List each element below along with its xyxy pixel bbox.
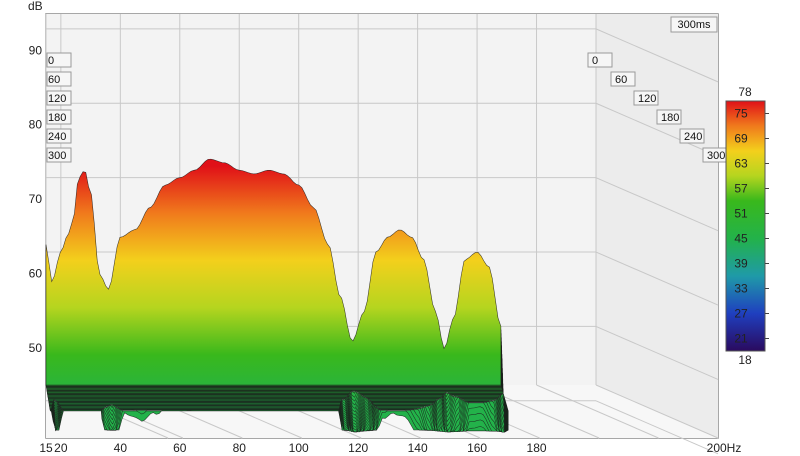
x-tick-label: 15 <box>39 441 53 455</box>
waterfall-slice <box>45 158 502 386</box>
time-tick-left-label: 60 <box>48 74 60 86</box>
x-tick-label: 100 <box>289 441 309 455</box>
colorbar-ramp <box>725 100 766 352</box>
colorbar-ticks: 75 69 63 57 51 45 39 33 27 21 <box>734 107 769 346</box>
time-tick-right: 240 <box>679 128 705 144</box>
time-tick-left: 300 <box>46 147 72 163</box>
time-tick-right: 120 <box>633 90 659 106</box>
x-tick-label: 20 <box>54 441 68 455</box>
colorbar-tick-label: 69 <box>734 132 748 146</box>
colorbar-tick-label: 51 <box>734 207 748 221</box>
y-axis-ticks: 5060708090100 <box>29 43 43 355</box>
colorbar-tick-label: 63 <box>734 157 748 171</box>
time-tick-left-label: 240 <box>48 131 66 143</box>
y-unit-label: dB <box>28 0 43 13</box>
time-tick-right-label: 300 <box>707 150 725 162</box>
x-tick-label: 60 <box>173 441 187 455</box>
time-tick-right: 60 <box>610 71 636 87</box>
time-tick-right-label: 180 <box>661 112 679 124</box>
time-axis-right: 0 60 120 180 240 300 <box>587 52 728 163</box>
time-tick-left-label: 0 <box>48 55 54 67</box>
x-axis-ticks: 15 20 40 60 80 100 120 140 160 180 200Hz <box>39 441 741 455</box>
time-tick-right-label: 0 <box>592 55 598 67</box>
colorbar-tick-label: 27 <box>734 307 748 321</box>
x-tick-label: 140 <box>408 441 428 455</box>
colorbar-min-label: 18 <box>738 353 752 367</box>
colorbar-tick-label: 33 <box>734 282 748 296</box>
time-tick-right: 180 <box>656 109 682 125</box>
colorbar-tick-label: 39 <box>734 257 748 271</box>
x-tick-label: 160 <box>467 441 487 455</box>
time-tick-left: 180 <box>46 109 72 125</box>
time-tick-left-label: 300 <box>48 150 66 162</box>
x-tick-label: 80 <box>233 441 247 455</box>
x-tick-label: 40 <box>114 441 128 455</box>
colorbar-tick-label: 57 <box>734 182 748 196</box>
y-tick-label: 50 <box>29 341 43 355</box>
time-tick-right-label: 60 <box>615 74 627 86</box>
time-tick-right-label: 240 <box>684 131 702 143</box>
colorbar-tick-label: 45 <box>734 232 748 246</box>
time-tick-right: 0 <box>587 52 613 68</box>
colorbar-tick-label: 21 <box>734 332 748 346</box>
time-tick-left-label: 120 <box>48 93 66 105</box>
time-range-text: 300ms <box>677 19 711 31</box>
y-tick-label: 90 <box>29 43 43 57</box>
colorbar: 78 18 75 69 63 57 51 45 39 33 27 21 <box>725 85 769 367</box>
time-tick-right: 300 <box>702 147 728 163</box>
time-tick-left: 240 <box>46 128 72 144</box>
x-tick-label: 120 <box>348 441 368 455</box>
time-tick-right-label: 120 <box>638 93 656 105</box>
x-tick-label: 200Hz <box>707 441 742 455</box>
time-tick-left: 120 <box>46 90 72 106</box>
time-range-label: 300ms <box>670 16 718 33</box>
right-wall <box>596 14 718 438</box>
time-tick-left-label: 180 <box>48 112 66 124</box>
x-tick-label: 180 <box>527 441 547 455</box>
colorbar-max-label: 78 <box>738 85 752 99</box>
y-tick-label: 60 <box>29 266 43 280</box>
time-axis-left: 0 60 120 180 240 300 <box>46 52 72 163</box>
waterfall-surface <box>45 158 509 433</box>
y-tick-label: 70 <box>29 192 43 206</box>
y-tick-label: 80 <box>29 118 43 132</box>
time-tick-left: 0 <box>46 52 72 68</box>
time-tick-left: 60 <box>46 71 72 87</box>
colorbar-tick-label: 75 <box>734 107 748 121</box>
